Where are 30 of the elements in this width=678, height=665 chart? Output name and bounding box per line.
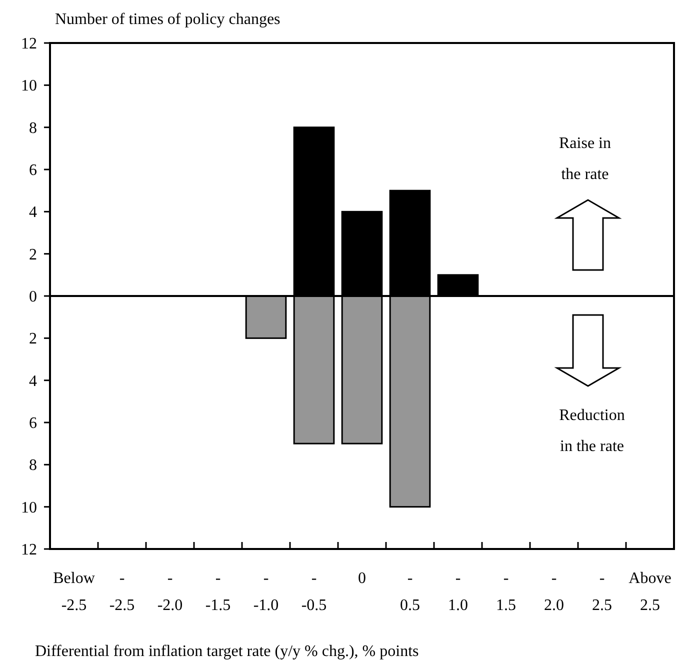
y-tick-label: 4 (29, 204, 37, 222)
y-tick-label: 8 (29, 120, 37, 137)
x-tick-label: - -1.0 (253, 570, 279, 614)
y-tick-label: 6 (29, 162, 37, 179)
chart-title: Number of times of policy changes (55, 11, 280, 28)
y-tick-label: 2 (29, 330, 37, 348)
y-tick-label: 6 (29, 415, 37, 432)
y-tick-label: 10 (21, 78, 37, 95)
annotation: Reduction in the rate (559, 407, 625, 455)
y-tick-label: 8 (29, 457, 37, 474)
x-tick-label: - 1.5 (496, 570, 516, 614)
y-tick-label: 2 (29, 246, 37, 264)
x-tick-label: - 2.0 (544, 570, 564, 614)
x-tick-label: - 0.5 (400, 570, 420, 614)
x-tick-label: - 2.5 (592, 570, 612, 614)
y-tick-label: 4 (29, 372, 37, 390)
y-tick-label: 0 (29, 288, 37, 306)
x-axis-title: Differential from inflation target rate (y/y % chg.), % points (35, 643, 419, 660)
x-tick-label: - 1.0 (448, 570, 468, 614)
x-tick-label: - -2.0 (157, 570, 183, 614)
x-tick-label: Below -2.5 (53, 570, 96, 614)
x-tick-label: - -2.5 (109, 570, 135, 614)
annotation: Raise in the rate (559, 135, 611, 183)
x-tick-label: 0 (358, 570, 366, 587)
x-tick-label: Above 2.5 (628, 570, 672, 614)
y-tick-label: 12 (21, 542, 37, 558)
y-tick-label: 10 (21, 499, 37, 516)
x-tick-label: - -0.5 (301, 570, 327, 614)
y-tick-label: 12 (21, 36, 37, 52)
x-tick-label: - -1.5 (205, 570, 231, 614)
